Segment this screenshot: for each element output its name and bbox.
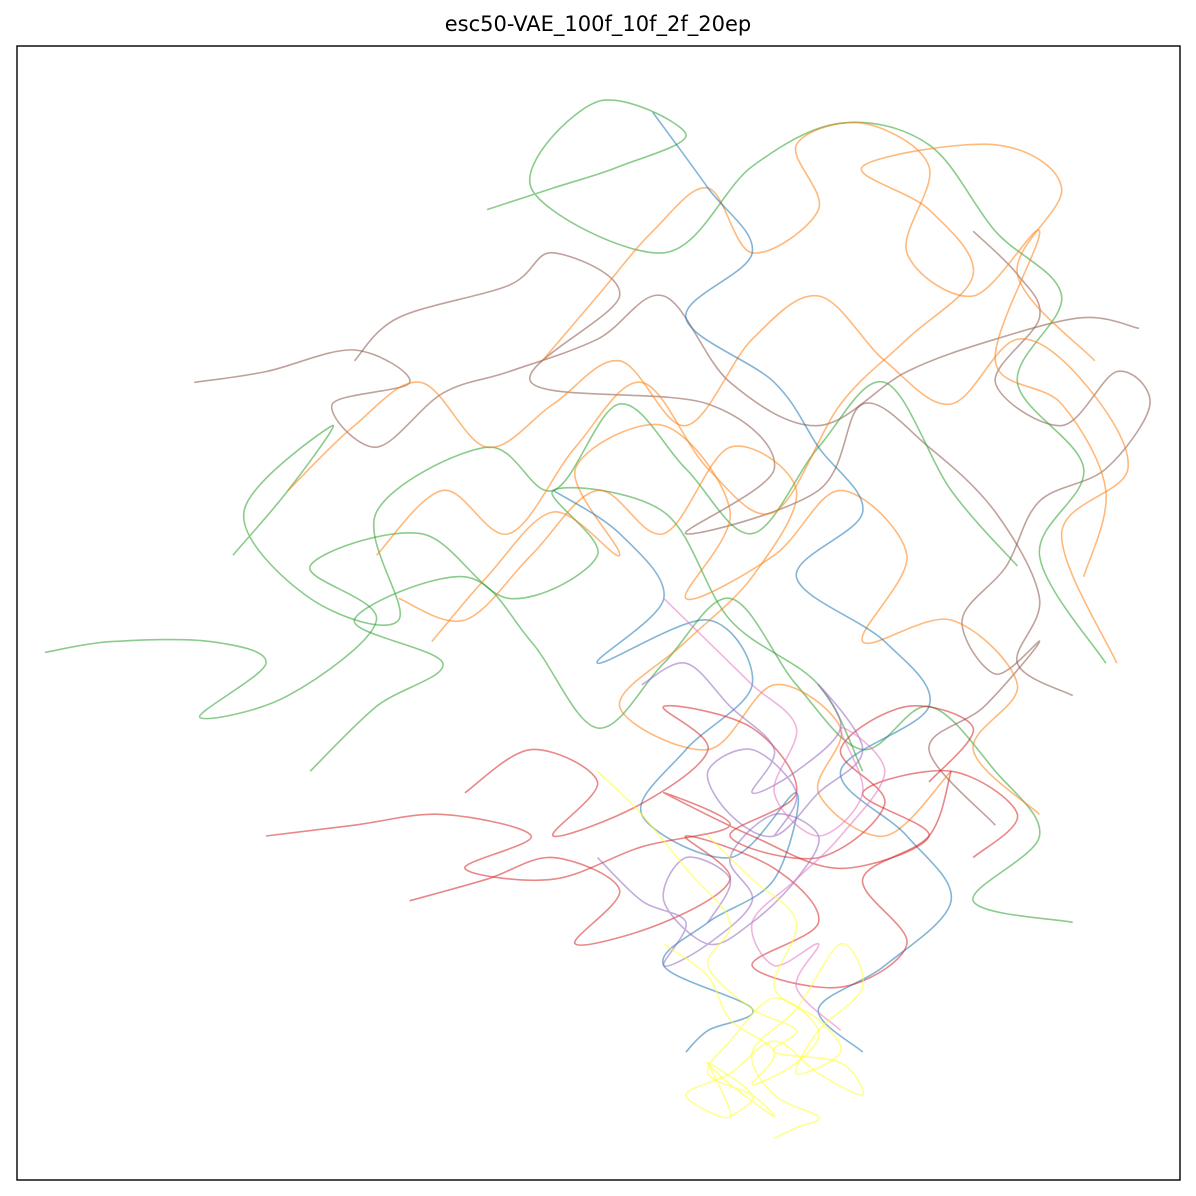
series-line-19 bbox=[641, 662, 864, 838]
series-line-3 bbox=[928, 230, 1151, 826]
series-line-16 bbox=[409, 770, 952, 989]
series-line-17 bbox=[464, 704, 975, 860]
series-line-11 bbox=[541, 121, 1107, 577]
series-line-12 bbox=[398, 445, 952, 837]
series-line-9 bbox=[375, 143, 1096, 556]
series-layer bbox=[44, 99, 1151, 1140]
series-line-7 bbox=[309, 575, 1073, 924]
series-line-21 bbox=[663, 943, 820, 1118]
series-line-1 bbox=[194, 294, 1140, 449]
series-line-6 bbox=[486, 99, 1107, 664]
series-line-14 bbox=[552, 489, 800, 1053]
axes-frame bbox=[16, 45, 1181, 1181]
series-line-10 bbox=[431, 423, 1041, 815]
series-line-13 bbox=[652, 111, 953, 1053]
series-line-22 bbox=[707, 835, 865, 1140]
series-line-2 bbox=[353, 251, 1074, 697]
series-line-5 bbox=[232, 380, 1019, 627]
series-line-20 bbox=[663, 597, 886, 1031]
series-line-8 bbox=[287, 294, 1129, 664]
chart-title: esc50-VAE_100f_10f_2f_20ep bbox=[444, 12, 752, 36]
series-line-4 bbox=[44, 486, 864, 772]
series-line-23 bbox=[596, 770, 865, 1119]
series-line-15 bbox=[265, 769, 1019, 881]
